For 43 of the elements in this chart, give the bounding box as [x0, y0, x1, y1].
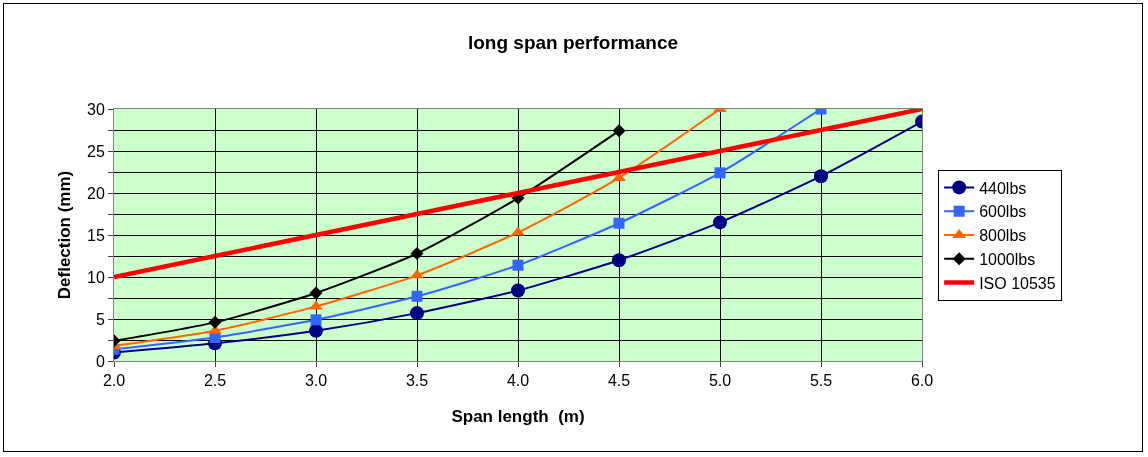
point	[309, 300, 323, 310]
point	[511, 283, 525, 298]
point	[613, 217, 625, 229]
point	[309, 286, 323, 300]
point	[612, 253, 626, 268]
x-tick-label: 4.0	[506, 372, 530, 390]
x-tick-label: 4.5	[607, 372, 631, 390]
point	[410, 269, 424, 279]
legend-label: 600lbs	[979, 203, 1027, 221]
y-tick-label: 15	[87, 226, 105, 244]
x-tick-label: 5.0	[708, 372, 732, 390]
line-series	[114, 109, 922, 280]
y-axis-title: Deflection (mm)	[55, 170, 74, 300]
legend-label: 440lbs	[979, 179, 1027, 197]
point	[310, 314, 322, 326]
x-tick-label: 2.5	[203, 372, 227, 390]
chart-title: long span performance	[467, 31, 679, 53]
y-tick-label: 25	[87, 142, 105, 160]
point	[411, 290, 423, 302]
point	[512, 259, 524, 271]
point	[814, 169, 828, 184]
x-tick-label: 3.5	[405, 372, 429, 390]
point	[410, 306, 424, 321]
x-tick-label: 2.0	[102, 372, 126, 390]
point	[713, 215, 727, 230]
x-tick-label: 3.0	[304, 372, 328, 390]
y-tick-label: 30	[87, 100, 105, 118]
point	[511, 226, 525, 236]
point	[612, 124, 626, 138]
point	[309, 323, 323, 338]
point	[208, 315, 222, 329]
x-tick-label: 6.0	[910, 372, 934, 390]
x-axis-title: Span length (m)	[451, 407, 585, 426]
point	[410, 246, 424, 260]
y-tick-label: 0	[95, 352, 105, 370]
y-tick-label: 5	[95, 310, 105, 328]
x-tick-label: 5.5	[809, 372, 833, 390]
legend-label: 800lbs	[979, 227, 1027, 245]
y-tick-label: 20	[87, 184, 105, 202]
legend-label: 1000lbs	[979, 251, 1036, 269]
point	[714, 167, 726, 179]
legend-label: ISO 10535	[979, 274, 1056, 292]
y-tick-label: 10	[87, 268, 105, 286]
